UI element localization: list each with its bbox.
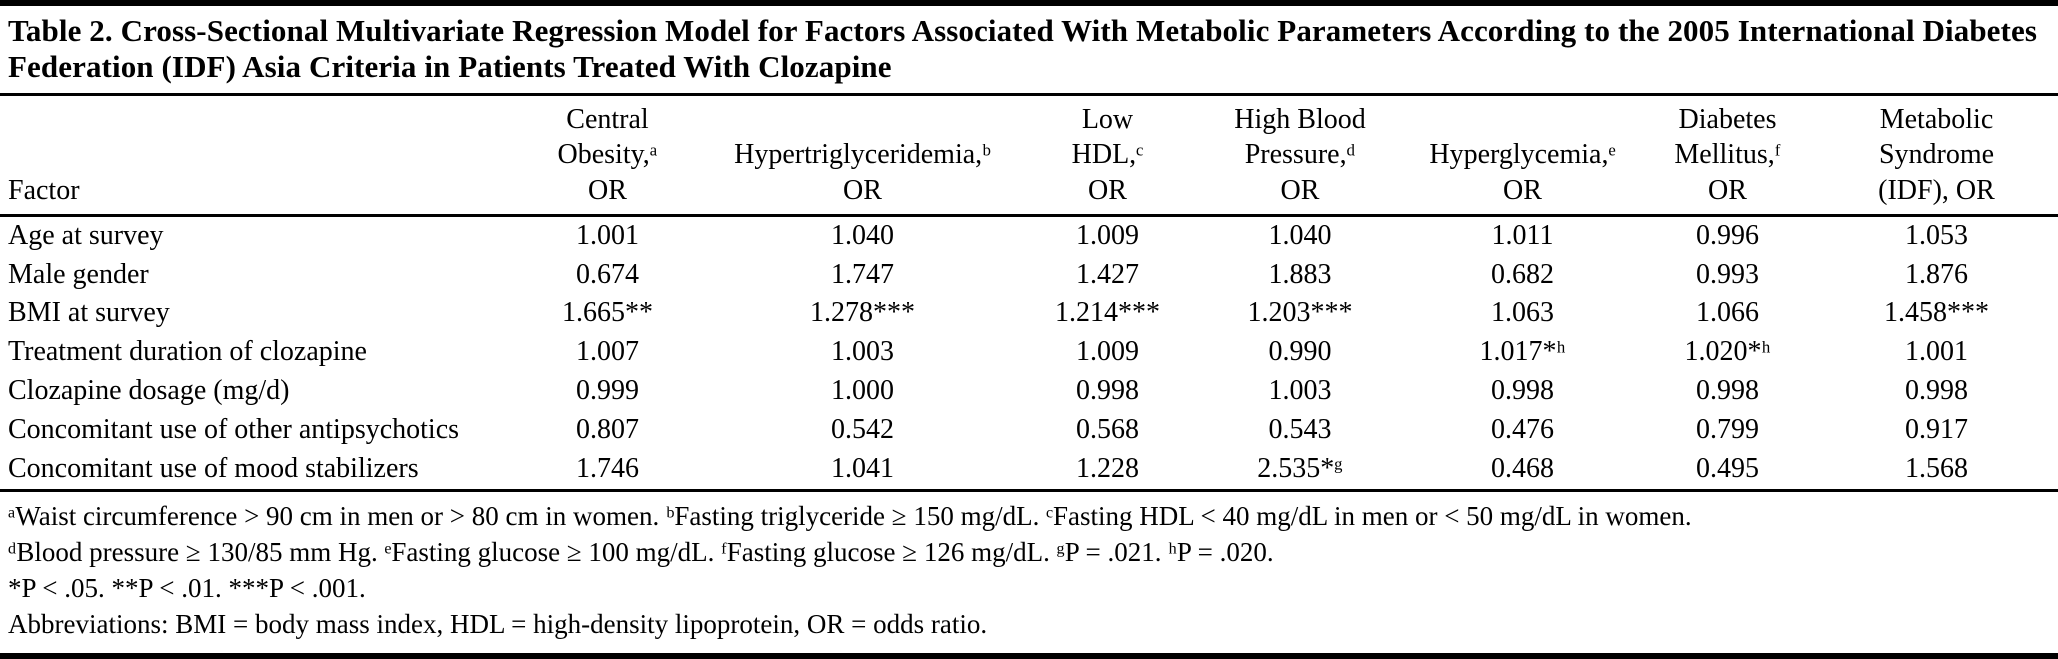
value-cell: 0.998	[1491, 375, 1554, 407]
value-cell: 0.674	[576, 258, 639, 290]
col-header-central-obesity: Central Obesity,ᵃ OR	[510, 95, 705, 217]
value-cell: 1.278***	[810, 297, 915, 329]
factor-cell: Male gender	[8, 258, 149, 290]
factor-cell: Concomitant use of mood stabilizers	[8, 453, 419, 485]
value-cell: 0.568	[1076, 414, 1139, 446]
regression-table: Factor Central Obesity,ᵃ OR Hypertriglyc…	[0, 95, 2058, 493]
factor-cell: Age at survey	[8, 219, 164, 251]
value-cell: 1.568	[1905, 453, 1968, 485]
value-cell: 1.000	[831, 375, 894, 407]
value-cell: 1.746	[576, 453, 639, 485]
value-cell: 1.427	[1076, 258, 1139, 290]
footnote-criteria-1: ᵃWaist circumference > 90 cm in men or >…	[8, 501, 1692, 532]
value-cell: 1.876	[1905, 258, 1968, 290]
factor-cell: Concomitant use of other antipsychotics	[8, 414, 460, 446]
value-cell: 0.543	[1268, 414, 1332, 446]
col-header-hyperglycemia: Hyperglycemia,ᵉ OR	[1405, 95, 1640, 217]
value-cell: 0.998	[1076, 375, 1139, 407]
value-cell: 1.040	[1268, 219, 1332, 251]
value-cell: 0.993	[1696, 258, 1759, 290]
value-cell: 1.001	[576, 219, 639, 251]
factor-cell: Clozapine dosage (mg/d)	[8, 375, 290, 407]
value-cell: 1.228	[1076, 453, 1139, 485]
table-title: Table 2. Cross-Sectional Multivariate Re…	[0, 6, 2058, 96]
table-row-bmi-at-survey: BMI at survey 1.665** 1.278*** 1.214*** …	[0, 294, 2058, 333]
value-cell: 1.214***	[1055, 297, 1160, 329]
col-header-high-blood-pressure: High Blood Pressure,ᵈ OR	[1195, 95, 1405, 217]
value-cell: 0.476	[1491, 414, 1554, 446]
value-cell: 0.998	[1696, 375, 1759, 407]
value-cell: 1.665**	[562, 297, 653, 329]
value-cell: 0.990	[1268, 336, 1332, 368]
value-cell: 1.001	[1905, 336, 1968, 368]
col-header-diabetes-mellitus: Diabetes Mellitus,ᶠ OR	[1640, 95, 1815, 217]
value-cell: 0.682	[1491, 258, 1554, 290]
value-cell: 1.003	[1268, 375, 1332, 407]
table-row-mood-stabilizers: Concomitant use of mood stabilizers 1.74…	[0, 450, 2058, 490]
value-cell: 1.003	[831, 336, 894, 368]
value-cell: 1.009	[1076, 219, 1139, 251]
value-cell: 0.917	[1905, 414, 1968, 446]
value-cell: 0.996	[1696, 219, 1759, 251]
value-cell: 0.998	[1905, 375, 1968, 407]
value-cell: 1.883	[1268, 258, 1332, 290]
value-cell: 0.807	[576, 414, 639, 446]
value-cell: 1.040	[831, 219, 894, 251]
footnote-significance: *P < .05. **P < .01. ***P < .001.	[8, 573, 366, 604]
footnote-abbreviations: Abbreviations: BMI = body mass index, HD…	[8, 608, 988, 639]
value-cell: 1.458***	[1884, 297, 1989, 329]
col-header-metabolic-syndrome: Metabolic Syndrome (IDF), OR	[1815, 95, 2058, 217]
value-cell: 1.041	[831, 453, 894, 485]
value-cell: 0.799	[1696, 414, 1759, 446]
col-header-low-hdl: Low HDL,ᶜ OR	[1020, 95, 1195, 217]
table-row-male-gender: Male gender 0.674 1.747 1.427 1.883 0.68…	[0, 256, 2058, 295]
value-cell: 1.747	[831, 258, 894, 290]
table-row-treatment-duration: Treatment duration of clozapine 1.007 1.…	[0, 333, 2058, 372]
value-cell: 1.009	[1076, 336, 1139, 368]
table-header: Factor Central Obesity,ᵃ OR Hypertriglyc…	[0, 95, 2058, 217]
value-cell: 0.999	[576, 375, 639, 407]
value-cell: 1.007	[576, 336, 639, 368]
header-row: Factor Central Obesity,ᵃ OR Hypertriglyc…	[0, 95, 2058, 217]
table-footnotes: ᵃWaist circumference > 90 cm in men or >…	[0, 492, 2058, 651]
table-row-age-at-survey: Age at survey 1.001 1.040 1.009 1.040 1.…	[0, 215, 2058, 255]
table-row-other-antipsychotics: Concomitant use of other antipsychotics …	[0, 411, 2058, 450]
col-header-hypertriglyceridemia: Hypertriglyceridemia,ᵇ OR	[705, 95, 1020, 217]
value-cell: 1.017*ʰ	[1479, 336, 1566, 368]
value-cell: 2.535*ᵍ	[1257, 453, 1343, 485]
table-row-clozapine-dosage: Clozapine dosage (mg/d) 0.999 1.000 0.99…	[0, 372, 2058, 411]
col-header-factor: Factor	[0, 95, 510, 217]
value-cell: 1.011	[1491, 219, 1554, 251]
factor-cell: Treatment duration of clozapine	[8, 336, 367, 368]
factor-cell: BMI at survey	[8, 297, 170, 329]
value-cell: 1.063	[1491, 297, 1554, 329]
value-cell: 1.020*ʰ	[1684, 336, 1771, 368]
value-cell: 1.053	[1905, 219, 1968, 251]
value-cell: 0.542	[831, 414, 894, 446]
value-cell: 0.468	[1491, 453, 1554, 485]
value-cell: 1.066	[1696, 297, 1759, 329]
value-cell: 0.495	[1696, 453, 1759, 485]
footnote-criteria-2: ᵈBlood pressure ≥ 130/85 mm Hg. ᵉFasting…	[8, 537, 1274, 568]
table-body: Age at survey 1.001 1.040 1.009 1.040 1.…	[0, 215, 2058, 491]
value-cell: 1.203***	[1247, 297, 1353, 329]
